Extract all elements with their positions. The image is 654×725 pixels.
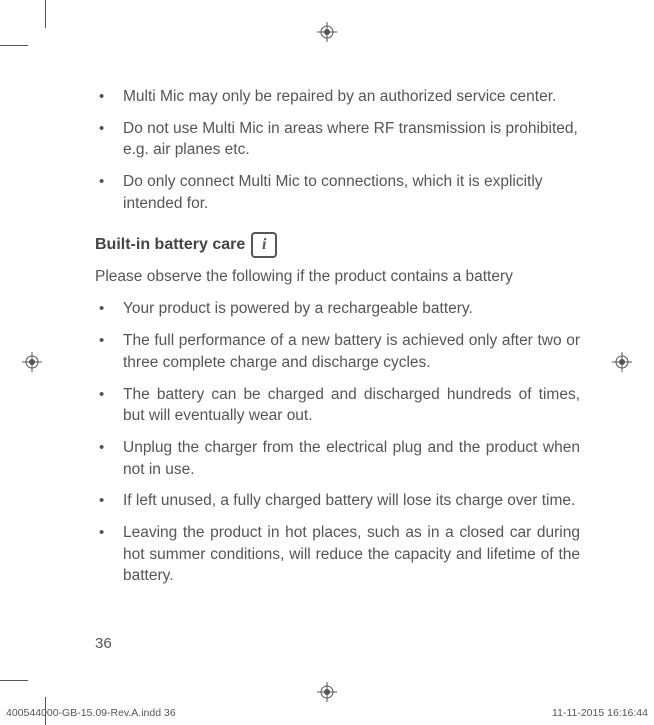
page-number: 36 <box>95 635 112 652</box>
list-item: If left unused, a fully charged battery … <box>95 490 580 512</box>
section-intro: Please observe the following if the prod… <box>95 268 580 286</box>
list-item: Leaving the product in hot places, such … <box>95 522 580 587</box>
registration-mark-icon <box>317 682 337 702</box>
list-item: Multi Mic may only be repaired by an aut… <box>95 86 580 108</box>
registration-mark-icon <box>317 22 337 42</box>
list-item: The full performance of a new battery is… <box>95 330 580 373</box>
list-item: Do only connect Multi Mic to connections… <box>95 171 580 214</box>
list-item: Your product is powered by a rechargeabl… <box>95 298 580 320</box>
heading-text: Built-in battery care <box>95 236 245 254</box>
crop-mark <box>0 680 28 681</box>
info-icon: i <box>251 232 277 258</box>
crop-mark <box>45 0 46 28</box>
section-heading: Built-in battery care i <box>95 232 580 258</box>
registration-mark-icon <box>612 352 632 372</box>
registration-mark-icon <box>22 352 42 372</box>
footer-filename: 400544000-GB-15.09-Rev.A.indd 36 <box>6 707 176 719</box>
page-content: Multi Mic may only be repaired by an aut… <box>95 86 580 605</box>
top-bullet-list: Multi Mic may only be repaired by an aut… <box>95 86 580 214</box>
list-item: Do not use Multi Mic in areas where RF t… <box>95 118 580 161</box>
list-item: The battery can be charged and discharge… <box>95 384 580 427</box>
battery-bullet-list: Your product is powered by a rechargeabl… <box>95 298 580 587</box>
crop-mark <box>0 45 28 46</box>
footer-timestamp: 11-11-2015 16:16:44 <box>552 707 648 719</box>
list-item: Unplug the charger from the electrical p… <box>95 437 580 480</box>
